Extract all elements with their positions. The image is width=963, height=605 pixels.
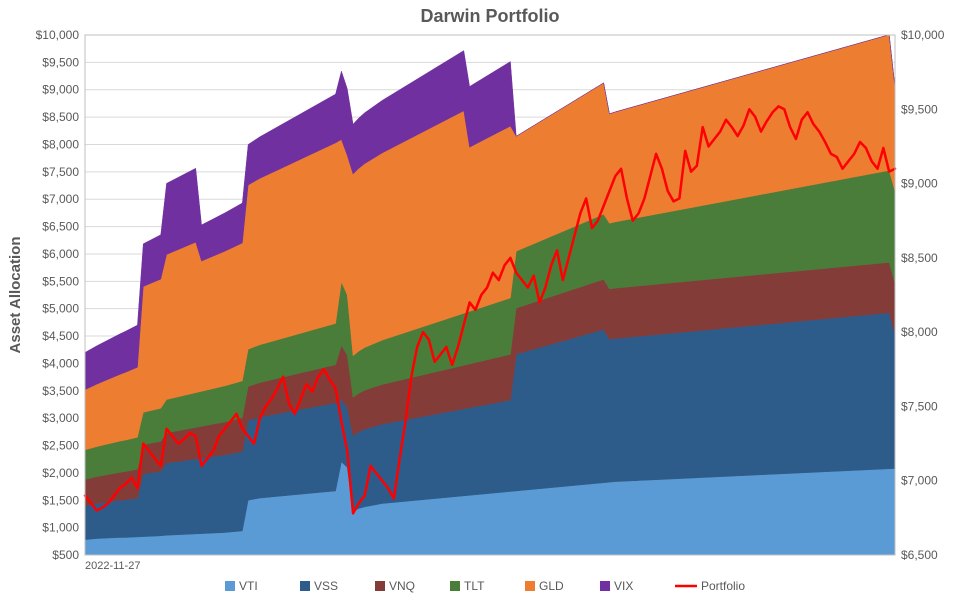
legend-swatch-VNQ (375, 581, 385, 591)
left-tick-label: $1,000 (42, 521, 79, 535)
right-tick-label: $10,000 (901, 28, 945, 42)
right-tick-label: $6,500 (901, 548, 938, 562)
legend-label-VNQ: VNQ (389, 579, 415, 593)
legend-swatch-VTI (225, 581, 235, 591)
y-axis-left-label: Asset Allocation (7, 237, 24, 354)
left-tick-label: $5,000 (42, 302, 79, 316)
left-tick-label: $2,000 (42, 466, 79, 480)
left-tick-label: $8,500 (42, 110, 79, 124)
legend-label-VIX: VIX (614, 579, 633, 593)
x-axis-date-label: 2022-11-27 (85, 560, 140, 572)
right-tick-label: $9,500 (901, 102, 938, 116)
right-tick-label: $7,000 (901, 474, 938, 488)
legend-swatch-VSS (300, 581, 310, 591)
left-tick-label: $1,500 (42, 493, 79, 507)
left-tick-label: $500 (52, 548, 79, 562)
legend: VTI VSS VNQ TLT GLD VIX Portfolio (225, 579, 745, 593)
left-tick-label: $9,500 (42, 55, 79, 69)
legend-swatch-GLD (525, 581, 535, 591)
legend-label-VTI: VTI (239, 579, 258, 593)
left-tick-label: $8,000 (42, 137, 79, 151)
left-tick-label: $5,500 (42, 274, 79, 288)
left-tick-label: $4,000 (42, 356, 79, 370)
legend-label-GLD: GLD (539, 579, 564, 593)
chart-svg: $500 $1,000 $1,500 $2,000 $2,500 $3,000 $3,500… (0, 0, 963, 605)
left-tick-label: $7,000 (42, 192, 79, 206)
legend-label-TLT: TLT (464, 579, 485, 593)
right-tick-label: $9,000 (901, 177, 938, 191)
left-tick-label: $4,500 (42, 329, 79, 343)
left-tick-label: $6,500 (42, 220, 79, 234)
left-tick-label: $6,000 (42, 247, 79, 261)
left-tick-label: $2,500 (42, 439, 79, 453)
legend-swatch-VIX (600, 581, 610, 591)
right-axis-ticks: $6,500 $7,000 $7,500 $8,000 $8,500 $9,000 $9,5… (901, 28, 945, 562)
right-tick-label: $8,000 (901, 325, 938, 339)
right-tick-label: $8,500 (901, 251, 938, 265)
chart-title: Darwin Portfolio (421, 6, 560, 26)
chart-container: $500 $1,000 $1,500 $2,000 $2,500 $3,000 $3,500… (0, 0, 963, 605)
left-tick-label: $10,000 (36, 28, 80, 42)
left-tick-label: $9,000 (42, 83, 79, 97)
right-tick-label: $7,500 (901, 399, 938, 413)
left-tick-label: $3,500 (42, 384, 79, 398)
left-axis-ticks: $500 $1,000 $1,500 $2,000 $2,500 $3,000 $3,500… (36, 28, 80, 562)
left-tick-label: $7,500 (42, 165, 79, 179)
left-tick-label: $3,000 (42, 411, 79, 425)
legend-swatch-TLT (450, 581, 460, 591)
legend-label-VSS: VSS (314, 579, 338, 593)
legend-label-Portfolio: Portfolio (701, 579, 745, 593)
